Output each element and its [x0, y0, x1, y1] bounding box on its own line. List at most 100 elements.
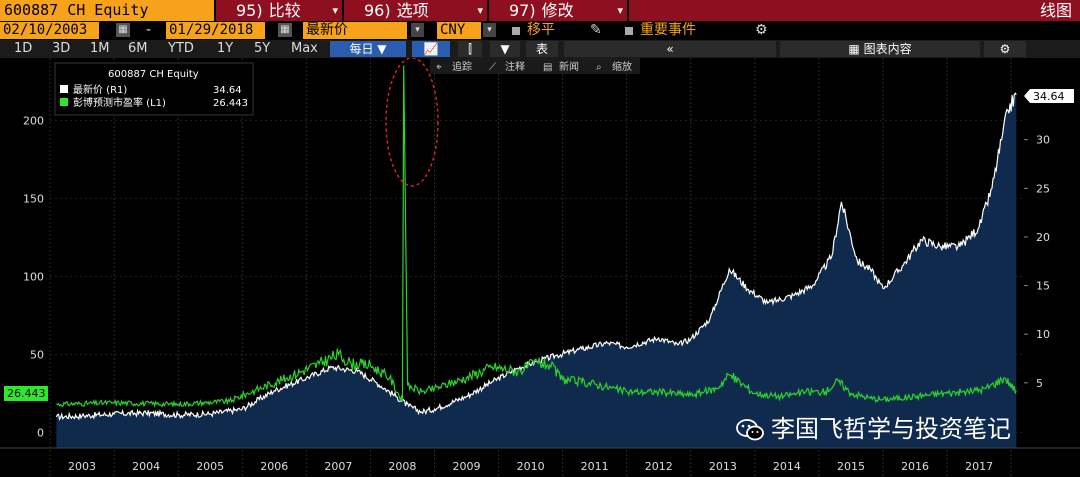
- x-tick-label: 2014: [773, 460, 801, 473]
- chart-content-button[interactable]: ▦ 图表内容: [780, 41, 980, 57]
- x-tick-label: 2007: [324, 460, 352, 473]
- left-tick-label: 150: [23, 192, 44, 205]
- left-tick-label: 0: [37, 426, 44, 439]
- right-tick-label: 5: [1036, 377, 1043, 390]
- period-1y[interactable]: 1Y: [217, 41, 234, 56]
- chart-mini-toolbar: ⌖ 追踪 ⟋ 注释 ▤ 新闻 ⌕ 缩放: [430, 58, 640, 74]
- events-label: 重要事件: [640, 22, 696, 38]
- period-1m[interactable]: 1M: [90, 41, 110, 56]
- line-chart-icon[interactable]: 📈: [412, 41, 450, 57]
- period-max[interactable]: Max: [291, 41, 318, 56]
- annotate-icon: ⟋: [489, 62, 496, 73]
- news-button[interactable]: ▤ 新闻: [543, 60, 579, 73]
- table-button[interactable]: 表: [526, 41, 558, 57]
- shift-label: 移平: [527, 22, 555, 38]
- edit-button[interactable]: 97) 修改 ▾: [489, 0, 627, 21]
- compare-number: 95): [236, 1, 263, 20]
- left-tick-label: 200: [23, 114, 44, 127]
- date-separator: -: [146, 22, 152, 38]
- right-tick-label: 10: [1036, 328, 1050, 341]
- legend-price-label: 最新价 (R1): [73, 83, 127, 96]
- legend-price-swatch: [60, 85, 68, 93]
- legend: 600887 CH Equity 最新价 (R1) 34.64 彭博预测市盈率 …: [54, 62, 254, 116]
- x-tick-label: 2015: [837, 460, 865, 473]
- x-tick-label: 2010: [517, 460, 545, 473]
- period-6m[interactable]: 6M: [128, 41, 148, 56]
- highlight-ellipse: [385, 58, 439, 187]
- legend-pe-swatch: [60, 98, 68, 106]
- pe-value-box-bg: [4, 386, 48, 401]
- annotate-label: 注释: [505, 60, 525, 73]
- field-dropdown-icon[interactable]: ▾: [411, 23, 424, 37]
- right-tick-label: 25: [1036, 182, 1050, 195]
- x-tick-label: 2009: [453, 460, 481, 473]
- legend-pe-label: 彭博预测市盈率 (L1): [73, 96, 166, 109]
- legend-price-value: 34.64: [213, 85, 242, 96]
- period-1d[interactable]: 1D: [14, 41, 33, 56]
- edit-label: 修改: [541, 1, 574, 20]
- left-tick-label: 50: [30, 348, 44, 361]
- events-checkbox[interactable]: [625, 27, 633, 35]
- x-tick-label: 2006: [260, 460, 288, 473]
- track-button[interactable]: ⌖ 追踪: [436, 60, 472, 73]
- bar-type-icon[interactable]: ⫿: [458, 41, 482, 57]
- right-tick-label: 30: [1036, 134, 1050, 147]
- collapse-icon[interactable]: «: [564, 41, 776, 57]
- frequency-select[interactable]: 每日 ▼: [330, 41, 406, 57]
- pe-value-box: 26.443: [4, 386, 48, 401]
- shift-checkbox[interactable]: [512, 27, 520, 35]
- x-tick-label: 2004: [132, 460, 160, 473]
- mini-toolbar-bg: [430, 58, 640, 74]
- field-select[interactable]: 最新价: [303, 22, 407, 39]
- track-label: 追踪: [452, 60, 472, 73]
- legend-title: 600887 CH Equity: [108, 69, 199, 80]
- edit-dropdown-icon: ▾: [617, 4, 623, 17]
- gear-icon[interactable]: ⚙: [984, 41, 1026, 57]
- zoom-icon: ⌕: [596, 62, 602, 73]
- wechat-icon: [736, 419, 764, 441]
- currency-select[interactable]: CNY: [437, 22, 481, 39]
- compare-button[interactable]: 95) 比较 ▾: [216, 0, 342, 21]
- options-button[interactable]: 96) 选项 ▾: [344, 0, 487, 21]
- x-tick-label: 2012: [645, 460, 673, 473]
- chart-content-label: 图表内容: [863, 42, 912, 56]
- currency-dropdown-icon[interactable]: ▾: [483, 23, 496, 37]
- end-date-field[interactable]: 01/29/2018: [166, 22, 265, 39]
- chart-content-icon: ▦: [848, 42, 864, 56]
- x-tick-label: 2017: [965, 460, 993, 473]
- x-tick-label: 2013: [709, 460, 737, 473]
- frequency-label: 每日: [349, 42, 374, 56]
- zoom-button[interactable]: ⌕ 缩放: [596, 60, 632, 73]
- edit-number: 97): [509, 1, 536, 20]
- calendar-icon[interactable]: ▦: [278, 23, 292, 37]
- period-ytd[interactable]: YTD: [168, 41, 194, 56]
- chart-type-dropdown-icon[interactable]: ▼: [490, 41, 520, 57]
- pe-value-box-text: 26.443: [7, 387, 46, 400]
- period-5y[interactable]: 5Y: [254, 41, 271, 56]
- pencil-icon[interactable]: ✎: [590, 22, 602, 38]
- calendar-icon[interactable]: ▦: [116, 23, 130, 37]
- left-tick-label: 100: [23, 270, 44, 283]
- x-tick-label: 2008: [388, 460, 416, 473]
- price-value-box: 34.64: [1024, 89, 1074, 103]
- price-value-box-bg: [1024, 89, 1074, 103]
- legend-pe-value: 26.443: [213, 98, 248, 109]
- view-title: 线图: [629, 0, 1080, 21]
- legend-box: [54, 62, 254, 116]
- start-date-field[interactable]: 02/10/2003: [0, 22, 99, 39]
- pe-series-line: [56, 65, 1017, 409]
- track-icon: ⌖: [436, 62, 442, 73]
- x-tick-label: 2005: [196, 460, 224, 473]
- x-tick-label: 2003: [68, 460, 96, 473]
- annotate-button[interactable]: ⟋ 注释: [489, 60, 525, 73]
- ticker-field[interactable]: 600887 CH Equity: [0, 0, 214, 21]
- period-3d[interactable]: 3D: [52, 41, 71, 56]
- compare-dropdown-icon: ▾: [332, 4, 338, 17]
- top-bar: 600887 CH Equity 95) 比较 ▾ 96) 选项 ▾ 97) 修改 ▾…: [0, 0, 1080, 21]
- settings-icon[interactable]: ⚙: [755, 22, 768, 38]
- right-tick-label: 15: [1036, 280, 1050, 293]
- news-label: 新闻: [559, 60, 579, 73]
- x-tick-label: 2011: [581, 460, 609, 473]
- controls-row: 02/10/2003 ▦ - 01/29/2018 ▦ 最新价 ▾ CNY ▾ …: [0, 21, 1080, 40]
- x-axis: 2003 2004 2005 2006 2007 2008 2009 2010 2011 2012…: [0, 447, 1080, 473]
